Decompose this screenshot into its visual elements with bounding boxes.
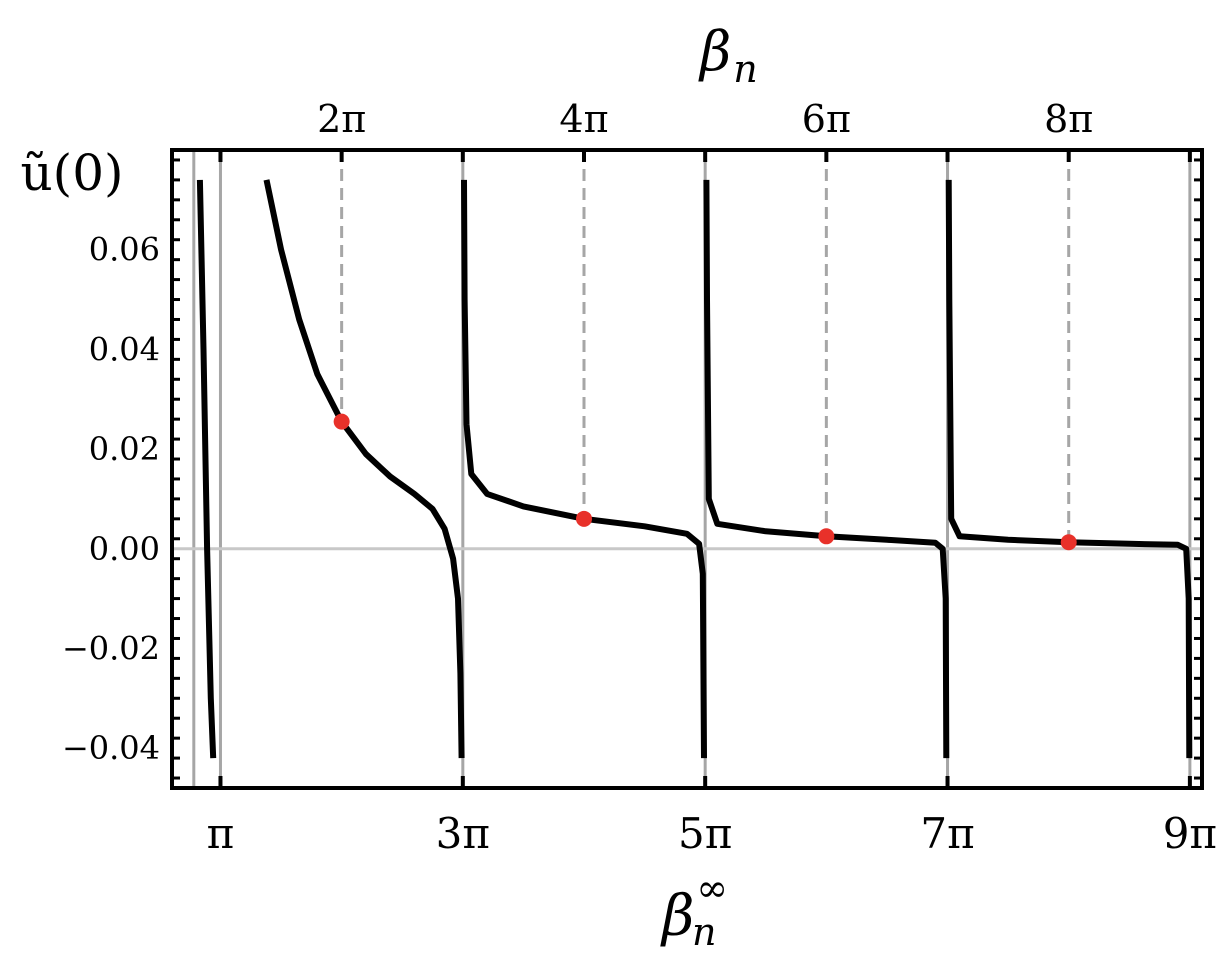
curve-branch-0: [196, 179, 217, 759]
ytick-label-5: −0.04: [62, 729, 160, 767]
marker-1: [576, 510, 592, 527]
ytick-label-0: 0.06: [89, 231, 160, 269]
top-axis-label-sub: n: [733, 47, 757, 91]
xtick-top-label-3: 8π: [1044, 97, 1093, 141]
ytick-label-3: 0.00: [89, 530, 160, 568]
ytick-label-1: 0.04: [89, 330, 160, 368]
markers: [333, 413, 1077, 551]
xtick-bottom-label-2: 5π: [678, 809, 732, 858]
ytick-label-4: −0.02: [62, 629, 160, 667]
xtick-top-label-0: 2π: [317, 97, 366, 141]
xtick-top-label-2: 6π: [802, 97, 851, 141]
top-axis-label: βn: [698, 20, 758, 91]
marker-3: [1060, 534, 1077, 551]
marker-2: [818, 528, 835, 545]
tick-marks: [172, 150, 1202, 788]
curve-series: [196, 179, 1193, 759]
tick-labels: 0.06 0.04 0.02 0.00 −0.02 −0.04 π 3π 5π 7π 9π 2π 4π 6…: [62, 97, 1217, 858]
plot-frame-rect: [170, 148, 1204, 790]
xtick-bottom-label-0: π: [207, 809, 235, 858]
bottom-axis-label-sub: n: [692, 910, 716, 954]
plot-frame: [170, 148, 1204, 790]
xtick-bottom-label-1: 3π: [436, 809, 490, 858]
curve-branch-2: [461, 179, 707, 759]
xtick-bottom-label-3: 7π: [920, 809, 974, 858]
xtick-bottom-label-4: 9π: [1163, 809, 1217, 858]
bottom-axis-label: β∞ n: [660, 866, 728, 954]
bottom-axis-label-sup: ∞: [696, 866, 728, 910]
xtick-top-label-1: 4π: [559, 97, 608, 141]
y-axis-label: ũ(0): [20, 144, 123, 202]
top-axis-label-base: β: [698, 20, 731, 83]
curve-branch-1: [263, 179, 465, 759]
bottom-axis-label-base: β: [660, 884, 694, 949]
ytick-label-2: 0.02: [89, 430, 160, 468]
marker-0: [333, 413, 350, 430]
vertical-reference-lines: [192, 150, 1192, 788]
